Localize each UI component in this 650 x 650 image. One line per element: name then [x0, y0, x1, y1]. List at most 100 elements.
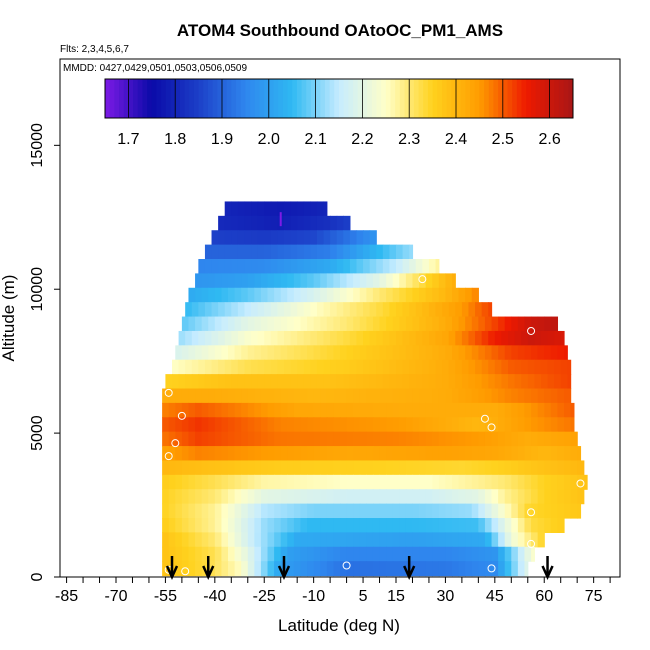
- heat-cell: [570, 431, 578, 447]
- heat-cell: [264, 259, 272, 274]
- heat-cell: [570, 446, 578, 462]
- heat-cell: [307, 561, 315, 577]
- heat-cell: [425, 446, 433, 462]
- heat-cell: [471, 546, 479, 562]
- heat-cell: [168, 417, 176, 433]
- heat-cell: [260, 518, 269, 533]
- heat-cell: [399, 402, 407, 418]
- heat-cell: [405, 532, 414, 548]
- heat-cell: [336, 374, 344, 390]
- heat-cell: [583, 474, 588, 490]
- heat-cell: [326, 287, 335, 303]
- heat-cell: [264, 374, 272, 390]
- heat-cell: [297, 302, 305, 318]
- heat-cell: [452, 388, 460, 404]
- heat-cell: [307, 503, 315, 519]
- heat-cell: [458, 345, 466, 361]
- heat-cell: [201, 518, 209, 533]
- heat-cell: [326, 417, 335, 433]
- heat-cell: [577, 489, 585, 505]
- heat-cell: [544, 316, 552, 332]
- heat-cell: [412, 345, 420, 361]
- heat-cell: [471, 518, 479, 533]
- heat-cell: [320, 561, 328, 577]
- heat-cell: [251, 201, 259, 217]
- heat-cell: [356, 374, 364, 390]
- heat-cell: [369, 244, 377, 260]
- dates-label: MMDD: 0427,0429,0501,0503,0506,0509: [63, 63, 247, 74]
- colorbar-segment: [512, 79, 518, 118]
- heat-cell: [231, 215, 239, 231]
- colorbar-segment: [465, 79, 471, 118]
- heat-cell: [241, 503, 249, 519]
- heat-cell: [376, 302, 384, 318]
- heat-cell: [557, 503, 565, 519]
- heat-cell: [310, 330, 318, 346]
- heat-cell: [340, 474, 348, 490]
- heat-cell: [241, 489, 249, 505]
- heat-cell: [537, 417, 545, 433]
- heat-cell: [550, 446, 559, 462]
- heat-cell: [260, 402, 269, 418]
- heat-cell: [237, 330, 246, 346]
- heat-cell: [465, 402, 473, 418]
- heat-cell: [204, 374, 213, 390]
- heat-cell: [254, 431, 262, 447]
- heat-cell: [181, 474, 190, 490]
- heat-cell: [260, 431, 269, 447]
- heat-cell: [468, 330, 476, 346]
- heat-cell: [504, 402, 512, 418]
- colorbar-segment: [175, 79, 181, 118]
- heat-cell: [168, 402, 176, 418]
- heat-cell: [481, 374, 489, 390]
- heat-cell: [201, 388, 209, 404]
- heat-cell: [359, 532, 367, 548]
- heat-cell: [550, 460, 559, 476]
- heat-cell: [544, 460, 552, 476]
- heat-cell: [428, 374, 437, 390]
- heat-cell: [353, 474, 361, 490]
- heat-cell: [316, 201, 325, 217]
- heat-cell: [287, 417, 295, 433]
- heat-cell: [478, 561, 486, 577]
- heat-cell: [277, 302, 285, 318]
- heat-cell: [428, 259, 437, 274]
- heat-cell: [307, 388, 315, 404]
- heat-cell: [181, 518, 190, 533]
- x-tick-label: -70: [104, 588, 127, 605]
- heat-cell: [228, 503, 236, 519]
- heat-cell: [524, 417, 532, 433]
- heat-cell: [455, 374, 463, 390]
- heat-cell: [366, 546, 374, 562]
- heat-cell: [247, 431, 255, 447]
- heat-cell: [228, 345, 236, 361]
- heat-cell: [300, 446, 308, 462]
- data-point-marker: [576, 479, 585, 488]
- heat-cell: [405, 402, 414, 418]
- heat-cell: [369, 259, 377, 274]
- heat-cell: [461, 359, 470, 375]
- heat-cell: [412, 446, 420, 462]
- heat-cell: [458, 489, 466, 505]
- heat-cell: [550, 345, 559, 361]
- heat-cell: [363, 244, 371, 260]
- heat-cell: [293, 489, 302, 505]
- heat-cell: [359, 316, 367, 332]
- colorbar-segment: [427, 79, 434, 118]
- heat-cell: [188, 446, 196, 462]
- heat-cell: [340, 546, 348, 562]
- heat-cell: [498, 474, 506, 490]
- heat-cell: [247, 446, 255, 462]
- heat-cell: [376, 244, 384, 260]
- heat-cell: [465, 489, 473, 505]
- heat-cell: [313, 489, 321, 505]
- heat-cell: [392, 546, 400, 562]
- heat-cell: [531, 460, 539, 476]
- heat-cell: [290, 230, 298, 246]
- heat-cell: [396, 244, 404, 260]
- heat-cell: [386, 417, 394, 433]
- heat-cell: [254, 503, 262, 519]
- heat-cell: [478, 417, 486, 433]
- heat-cell: [293, 287, 302, 303]
